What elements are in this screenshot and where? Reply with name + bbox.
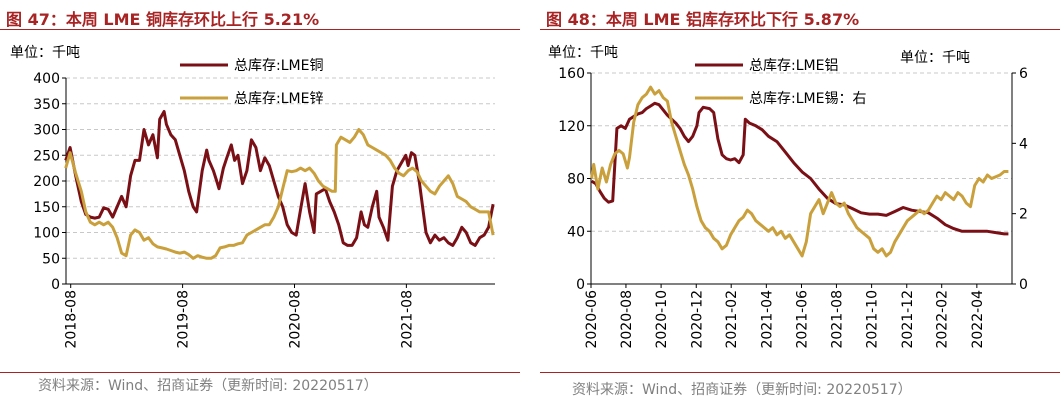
title-rule — [0, 29, 520, 30]
legend-label-2: 总库存:LME锡：右 — [749, 91, 866, 107]
x-tick-label: 2020-08 — [619, 290, 635, 349]
chart-panel-aluminium-tin: 图 48：本周 LME 铝库存环比下行 5.87% 单位：千吨 单位：千吨 0 4… — [540, 0, 1060, 410]
y-tick-label: 200 — [33, 174, 60, 190]
x-tick-label: 2021-10 — [865, 290, 881, 349]
legend-label-1: 总库存:LME铜 — [234, 58, 323, 74]
y-tick-label: 0 — [576, 277, 585, 293]
y-tick-label: 160 — [558, 66, 585, 82]
title-rule — [540, 29, 1060, 30]
chart-plot-aluminium-tin: 0 40 80 120 160 0 2 4 6 2020-06 2020-08 2020-10 2020… — [558, 58, 1028, 349]
x-tick-label: 2020-12 — [689, 290, 705, 349]
x-tick-label: 2021-02 — [724, 290, 740, 349]
x-tick-label: 2020-10 — [654, 290, 670, 349]
x-tick-label: 2021-08 — [829, 290, 845, 349]
y-tick-label: 100 — [33, 226, 60, 242]
y2-axis-unit-label: 单位：千吨 — [900, 50, 970, 66]
series-line-2 — [64, 128, 495, 260]
chart-panel-copper-zinc: 图 47：本周 LME 铜库存环比上行 5.21% 单位：千吨 0 50 100 15… — [0, 0, 520, 410]
y-tick-label: 50 — [42, 251, 60, 267]
y2-tick-label: 2 — [1019, 207, 1028, 223]
y2-tick-label: 4 — [1019, 136, 1028, 152]
y-tick-label: 120 — [558, 119, 585, 135]
series-line-1 — [590, 101, 1009, 236]
legend-label-1: 总库存:LME铝 — [749, 58, 838, 74]
x-tick-label: 2018-08 — [64, 290, 80, 349]
y2-tick-label: 0 — [1019, 277, 1028, 293]
x-tick-label: 2021-04 — [759, 290, 775, 349]
y-axis-unit-label: 单位：千吨 — [548, 45, 618, 61]
y-tick-label: 250 — [33, 148, 60, 164]
x-tick-label: 2021-06 — [795, 290, 811, 349]
x-tick-label: 2020-06 — [584, 290, 600, 349]
source-rule — [540, 372, 1060, 373]
x-tick-label: 2020-08 — [287, 290, 303, 349]
source-note: 资料来源：Wind、招商证券（更新时间: 20220517） — [572, 382, 912, 398]
y-axis-unit-label: 单位：千吨 — [10, 45, 80, 61]
x-tick-label: 2021-12 — [900, 290, 916, 349]
y-tick-label: 300 — [33, 123, 60, 139]
y-tick-label: 350 — [33, 97, 60, 113]
y-tick-label: 80 — [567, 172, 585, 188]
series-line-1 — [64, 110, 495, 247]
y-tick-label: 400 — [33, 71, 60, 87]
chart-plot-copper-zinc: 0 50 100 150 200 250 300 350 400 2018-08 2019-08 20… — [33, 58, 495, 349]
y-tick-label: 0 — [51, 277, 60, 293]
x-tick-label: 2022-02 — [935, 290, 951, 349]
legend-label-2: 总库存:LME锌 — [234, 91, 323, 107]
y2-tick-label: 6 — [1019, 66, 1028, 82]
chart-title: 图 48：本周 LME 铝库存环比下行 5.87% — [546, 10, 860, 29]
source-rule — [0, 372, 520, 373]
x-tick-label: 2019-08 — [176, 290, 192, 349]
chart-title: 图 47：本周 LME 铜库存环比上行 5.21% — [6, 10, 320, 29]
x-tick-label: 2021-08 — [399, 290, 415, 349]
y-tick-label: 40 — [567, 224, 585, 240]
y-tick-label: 150 — [33, 200, 60, 216]
x-tick-label: 2022-04 — [970, 290, 986, 349]
source-note: 资料来源：Wind、招商证券（更新时间: 20220517） — [38, 378, 378, 394]
series-line-2 — [590, 85, 1009, 258]
